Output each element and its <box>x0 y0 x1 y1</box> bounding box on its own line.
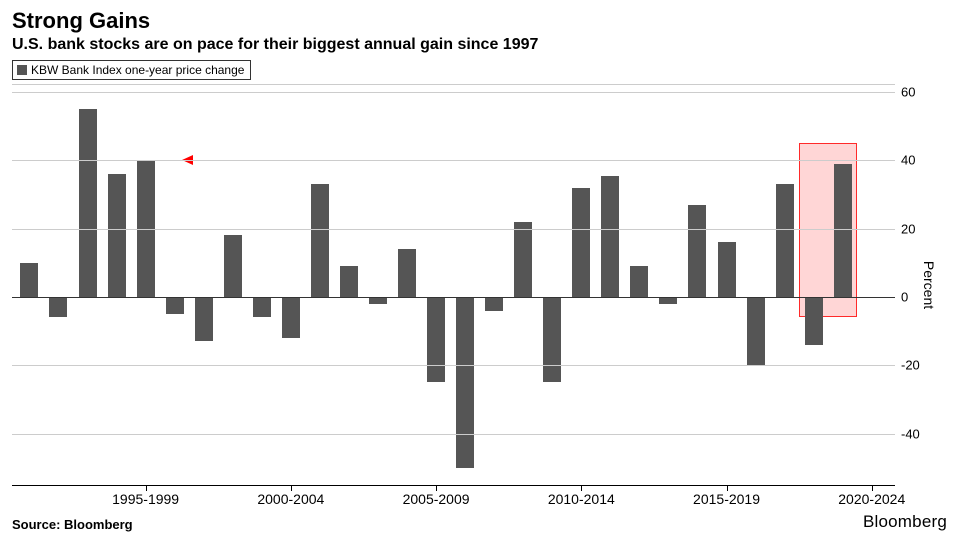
bar <box>747 297 765 365</box>
chart-area: Percent -40-2002040601995-19992000-20042… <box>12 84 895 486</box>
y-tick-label: -40 <box>901 426 931 441</box>
bar <box>79 109 97 297</box>
y-tick-label: 20 <box>901 221 931 236</box>
gridline <box>12 92 895 93</box>
legend-swatch <box>17 65 27 75</box>
x-group-label: 1995-1999 <box>112 491 179 507</box>
x-group-label: 2010-2014 <box>548 491 615 507</box>
gridline <box>12 297 895 298</box>
bar <box>514 222 532 297</box>
bar <box>805 297 823 345</box>
bar <box>456 297 474 468</box>
bar <box>572 188 590 297</box>
bar <box>224 235 242 297</box>
gridline <box>12 434 895 435</box>
y-tick-label: 40 <box>901 153 931 168</box>
gridline <box>12 160 895 161</box>
x-group-label: 2020-2024 <box>838 491 905 507</box>
bars-layer <box>12 85 895 485</box>
bar <box>398 249 416 297</box>
bar <box>776 184 794 297</box>
legend-label: KBW Bank Index one-year price change <box>31 63 244 77</box>
x-group-label: 2015-2019 <box>693 491 760 507</box>
bar <box>195 297 213 341</box>
bar <box>108 174 126 297</box>
bar <box>485 297 503 311</box>
gridline <box>12 229 895 230</box>
bar <box>718 242 736 297</box>
bar <box>601 176 619 297</box>
bar <box>340 266 358 297</box>
y-tick-label: 60 <box>901 84 931 99</box>
chart-subtitle: U.S. bank stocks are on pace for their b… <box>0 36 959 60</box>
x-group-label: 2000-2004 <box>257 491 324 507</box>
bar <box>369 297 387 304</box>
bar <box>311 184 329 297</box>
bar <box>166 297 184 314</box>
bar <box>253 297 271 318</box>
x-group-label: 2005-2009 <box>403 491 470 507</box>
bar <box>688 205 706 297</box>
gridline <box>12 365 895 366</box>
bar <box>49 297 67 318</box>
bar <box>427 297 445 382</box>
y-tick-label: -20 <box>901 358 931 373</box>
y-tick-label: 0 <box>901 289 931 304</box>
bar <box>282 297 300 338</box>
bar <box>20 263 38 297</box>
bar <box>630 266 648 297</box>
legend: KBW Bank Index one-year price change <box>12 60 251 80</box>
bar <box>834 164 852 297</box>
brand-text: Bloomberg <box>863 512 947 532</box>
bar <box>659 297 677 304</box>
bar <box>543 297 561 382</box>
source-text: Source: Bloomberg <box>12 517 133 532</box>
chart-title: Strong Gains <box>0 0 959 36</box>
